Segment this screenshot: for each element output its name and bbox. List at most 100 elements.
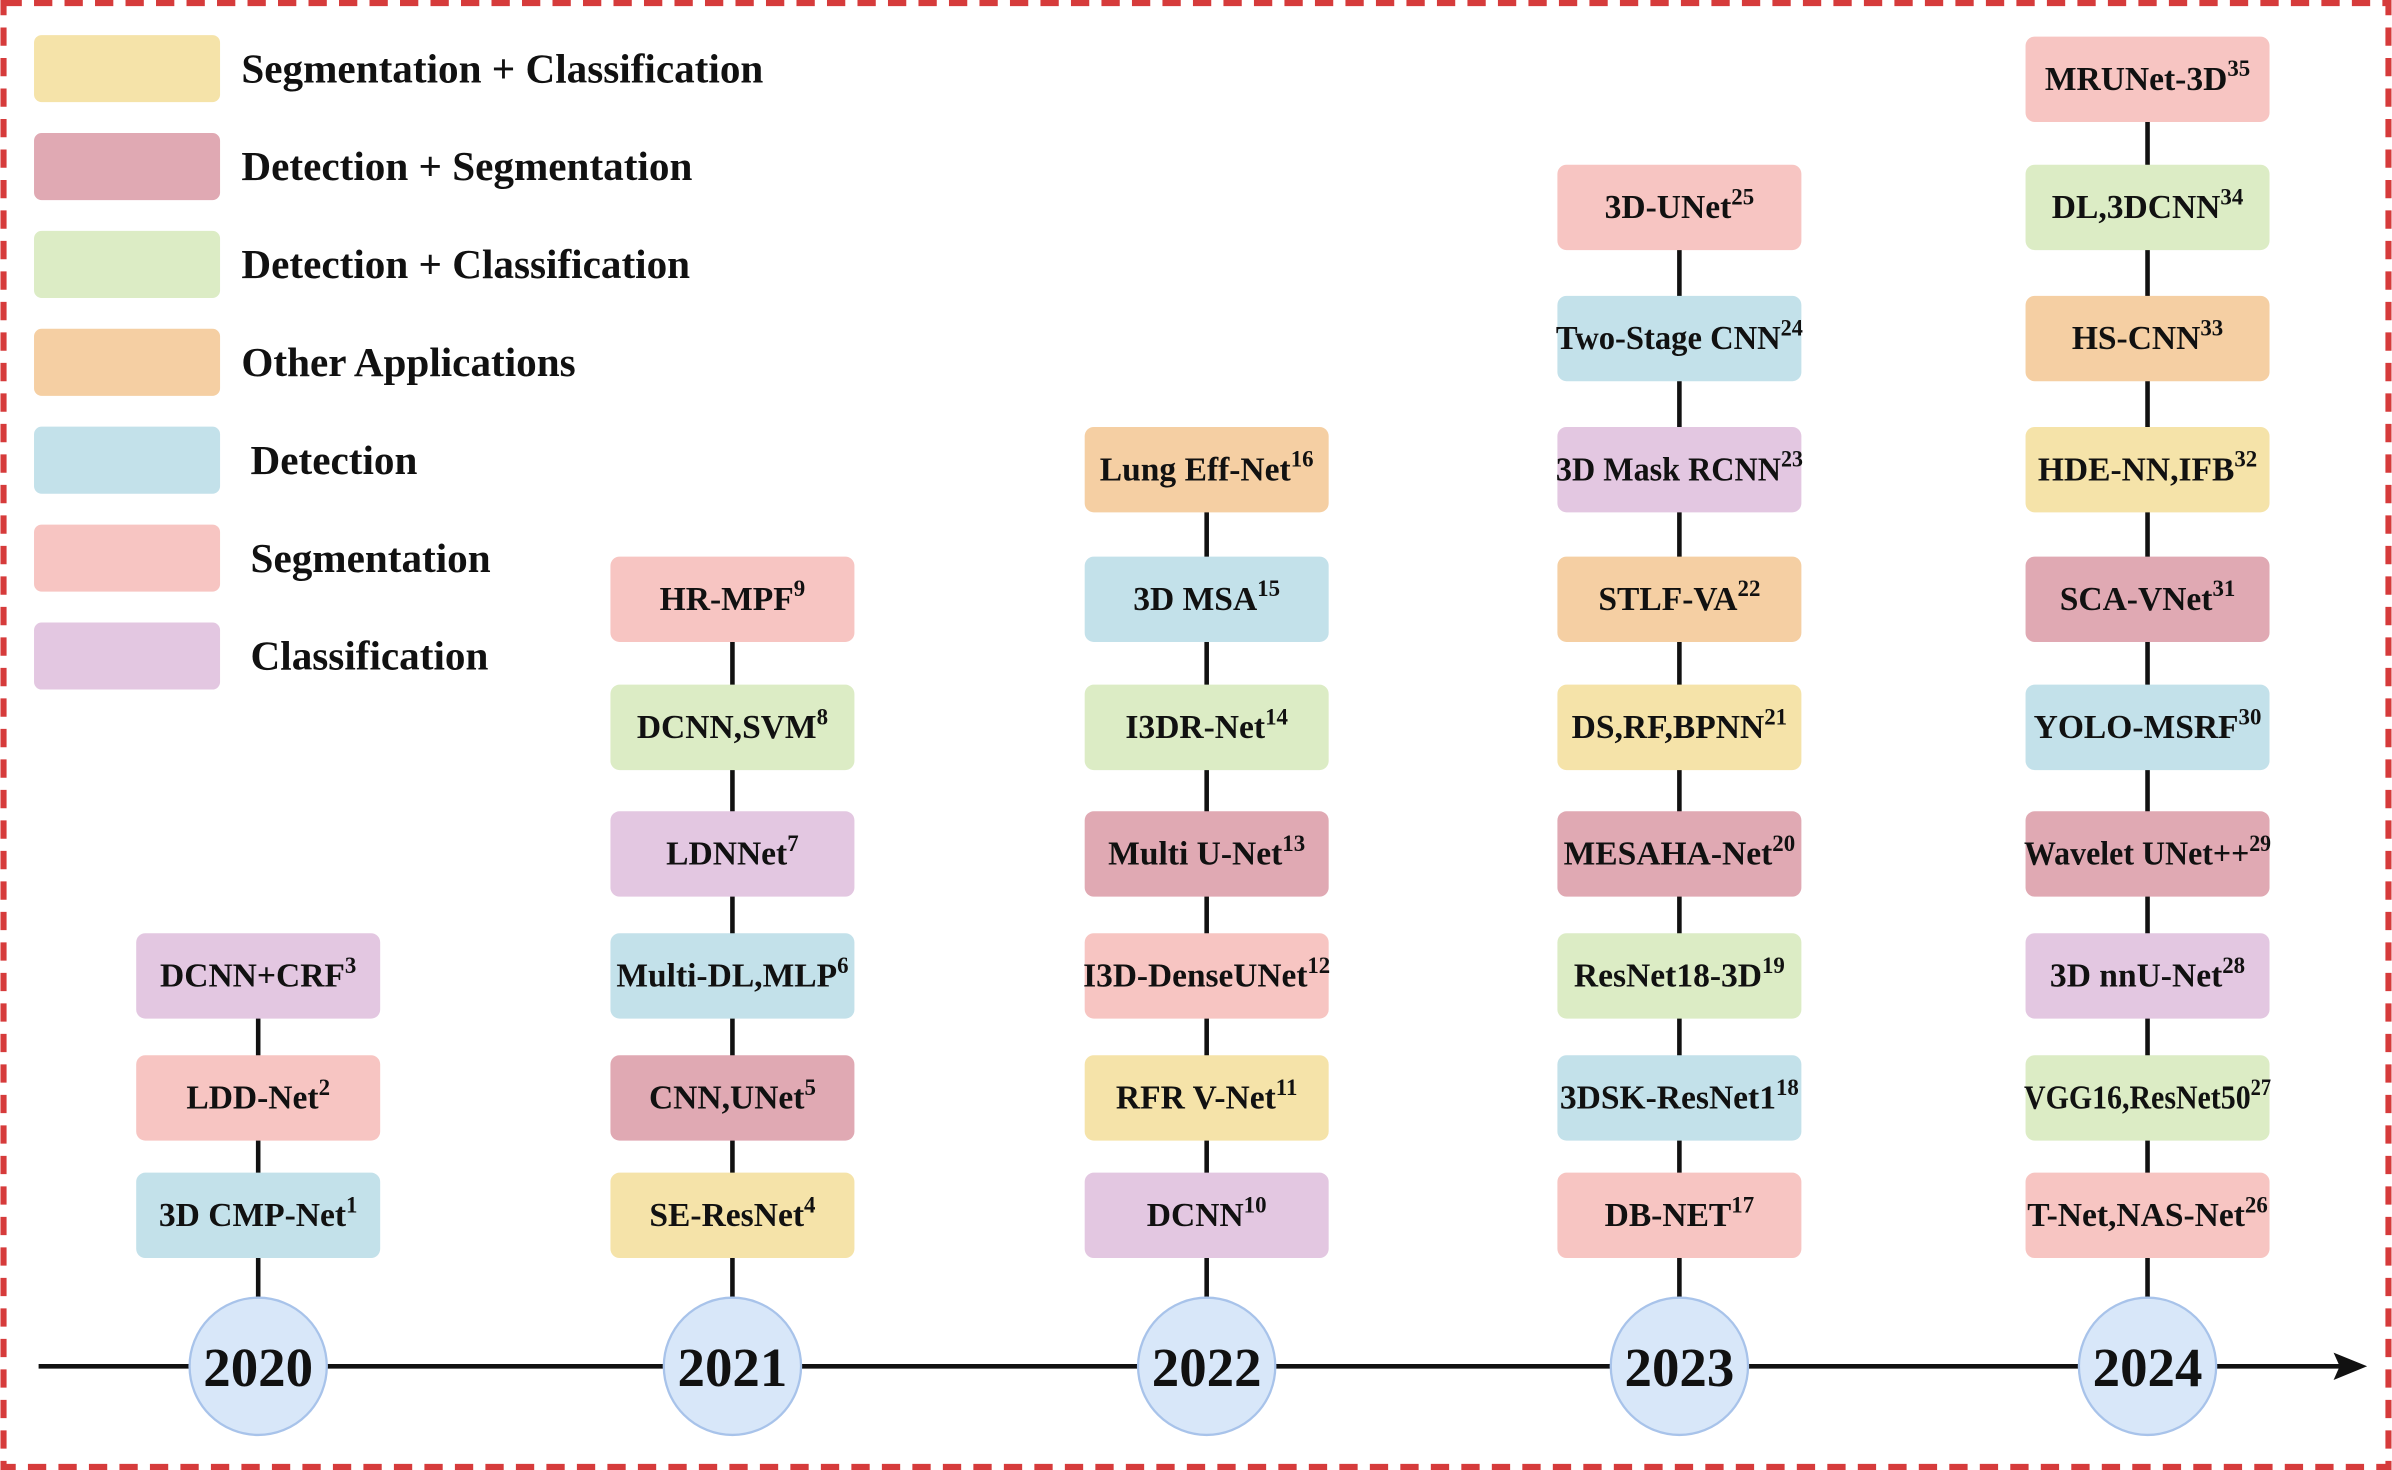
- method-box: [2025, 1055, 2270, 1141]
- year-circle: [662, 1296, 803, 1437]
- method-box: [1557, 811, 1802, 897]
- method-name: DCNN+CRF: [160, 958, 345, 995]
- method-name: DL,3DCNN: [2052, 189, 2221, 226]
- method-name: HDE-NN,IFB: [2038, 451, 2235, 488]
- method-label: I3DR-Net14: [1125, 704, 1288, 746]
- reference-number: 33: [2200, 315, 2223, 340]
- reference-number: 30: [2239, 704, 2262, 729]
- reference-number: 35: [2227, 56, 2250, 81]
- method-box: [2025, 556, 2270, 642]
- method-label: HS-CNN33: [2072, 315, 2223, 357]
- method-name: YOLO-MSRF: [2034, 709, 2239, 746]
- method-name: 3D CMP-Net: [159, 1197, 347, 1234]
- method-label: MRUNet-3D35: [2045, 56, 2250, 98]
- method-name: I3D-DenseUNet: [1083, 958, 1308, 995]
- legend-swatch: [34, 328, 221, 396]
- method-label: SCA-VNet31: [2060, 576, 2236, 618]
- method-label: CNN,UNet5: [649, 1075, 816, 1117]
- method-label: HDE-NN,IFB32: [2038, 447, 2257, 489]
- reference-number: 5: [804, 1075, 815, 1100]
- method-label: 3D Mask RCNN23: [1556, 447, 1803, 489]
- method-box: [610, 684, 855, 771]
- method-name: DB-NET: [1605, 1197, 1732, 1234]
- method-name: Lung Eff-Net: [1100, 451, 1292, 488]
- method-box: [2025, 36, 2270, 122]
- reference-number: 34: [2220, 184, 2243, 209]
- method-name: CNN,UNet: [649, 1080, 805, 1117]
- reference-number: 15: [1257, 576, 1280, 601]
- method-box: [136, 1172, 381, 1259]
- method-name: Multi-DL,MLP: [616, 958, 837, 995]
- method-label: Two-Stage CNN24: [1556, 315, 1803, 357]
- method-box: [610, 556, 855, 642]
- method-label: DL,3DCNN34: [2052, 184, 2243, 226]
- method-box: [610, 1172, 855, 1259]
- method-box: [1084, 556, 1329, 642]
- method-name: MRUNet-3D: [2045, 61, 2228, 98]
- reference-number: 19: [1762, 953, 1785, 978]
- method-name: 3D Mask RCNN: [1556, 451, 1781, 488]
- reference-number: 26: [2245, 1192, 2268, 1217]
- reference-number: 21: [1764, 704, 1787, 729]
- legend-label: Segmentation: [251, 535, 491, 581]
- method-label: YOLO-MSRF30: [2034, 704, 2262, 746]
- method-name: Two-Stage CNN: [1556, 320, 1781, 357]
- method-name: DCNN: [1147, 1197, 1244, 1234]
- reference-number: 8: [817, 704, 828, 729]
- method-label: SE-ResNet4: [649, 1192, 815, 1234]
- reference-number: 6: [837, 953, 848, 978]
- method-name: DS,RF,BPNN: [1572, 709, 1765, 746]
- method-name: LDD-Net: [186, 1080, 319, 1117]
- reference-number: 31: [2212, 576, 2235, 601]
- method-label: RFR V-Net11: [1116, 1075, 1297, 1117]
- method-label: DCNN,SVM8: [637, 704, 828, 746]
- year-label: 2023: [1625, 1337, 1735, 1398]
- method-label: DB-NET17: [1605, 1192, 1755, 1234]
- method-name: 3D MSA: [1133, 581, 1257, 618]
- reference-number: 1: [346, 1192, 357, 1217]
- method-name: Wavelet UNet++: [2024, 836, 2249, 873]
- reference-number: 14: [1265, 704, 1288, 729]
- reference-number: 11: [1276, 1075, 1298, 1100]
- method-box: [1557, 164, 1802, 251]
- method-box: [1557, 684, 1802, 771]
- method-box: [1084, 684, 1329, 771]
- method-label: DCNN+CRF3: [160, 953, 356, 995]
- legend-swatch: [34, 622, 221, 690]
- method-name: DCNN,SVM: [637, 709, 817, 746]
- method-box: [2025, 933, 2270, 1019]
- year-label: 2022: [1152, 1337, 1262, 1398]
- method-label: STLF-VA22: [1598, 576, 1760, 618]
- method-name: RFR V-Net: [1116, 1080, 1277, 1117]
- method-box: [610, 933, 855, 1019]
- reference-number: 12: [1307, 953, 1330, 978]
- reference-number: 24: [1781, 315, 1803, 340]
- legend-label: Detection: [251, 437, 418, 483]
- legend-label: Classification: [251, 633, 489, 679]
- method-box: [1084, 426, 1329, 513]
- method-label: 3D CMP-Net1: [159, 1192, 358, 1234]
- method-box: [1084, 1055, 1329, 1141]
- method-box: [1084, 1172, 1329, 1259]
- method-box: [610, 1055, 855, 1141]
- reference-number: 28: [2222, 953, 2245, 978]
- method-label: MESAHA-Net20: [1564, 831, 1795, 873]
- legend-swatch: [34, 35, 221, 103]
- legend-label: Segmentation + Classification: [241, 45, 763, 91]
- method-box: [2025, 164, 2270, 251]
- year-circle: [1136, 1296, 1277, 1437]
- method-box: [2025, 426, 2270, 513]
- method-box: [1557, 426, 1802, 513]
- method-box: [2025, 295, 2270, 382]
- method-name: STLF-VA: [1598, 581, 1737, 618]
- method-label: I3D-DenseUNet12: [1083, 953, 1330, 995]
- method-box: [1557, 556, 1802, 642]
- axis-arrow: [2333, 1352, 2368, 1381]
- method-box: [1557, 1055, 1802, 1141]
- method-name: I3DR-Net: [1125, 709, 1266, 746]
- method-box: [1084, 811, 1329, 897]
- method-label: VGG16,ResNet5027: [2024, 1075, 2271, 1117]
- year-label: 2024: [2093, 1337, 2203, 1398]
